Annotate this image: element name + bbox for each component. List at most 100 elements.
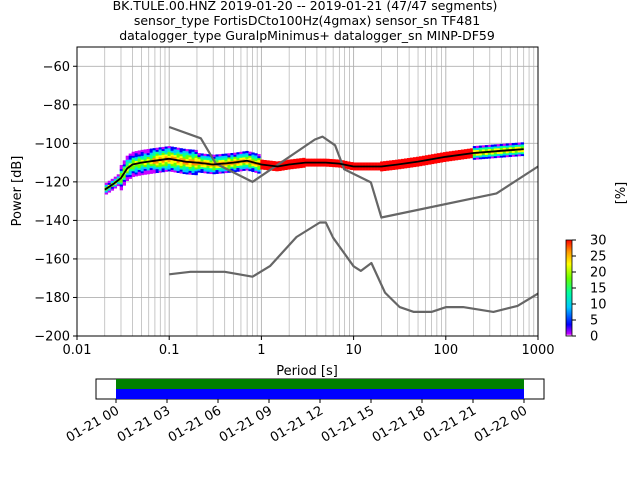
density-cell — [266, 166, 270, 169]
density-cell — [122, 175, 127, 178]
density-cell — [302, 159, 306, 162]
density-cell — [140, 165, 144, 168]
density-cell — [215, 154, 219, 157]
x-tick-label: 1 — [257, 343, 265, 358]
density-cell — [254, 168, 258, 171]
density-cell — [173, 170, 177, 173]
density-cell — [236, 161, 240, 165]
density-cell — [131, 153, 135, 156]
density-cell — [188, 157, 192, 160]
density-cell — [143, 157, 147, 160]
density-cell — [227, 160, 231, 164]
density-cell — [257, 171, 261, 174]
colorbar-label: [%] — [614, 182, 629, 205]
ppsd-plot: 0.01 0.1 1 10 100 1000 −200 −180 −160 −140 −120 −1… — [10, 46, 555, 379]
density-cell — [236, 169, 240, 172]
density-cell — [424, 157, 429, 160]
density-cell — [185, 154, 189, 158]
density-cell — [182, 162, 186, 165]
density-cell — [251, 154, 255, 157]
density-cell — [245, 166, 249, 169]
colorbar-tick-label: 10 — [590, 298, 607, 313]
density-cell — [194, 155, 198, 158]
density-cell — [284, 162, 288, 165]
density-cell — [164, 148, 168, 151]
density-cell — [155, 161, 159, 164]
density-cell — [484, 152, 489, 155]
density-cell — [505, 147, 510, 150]
density-cell — [332, 161, 336, 164]
density-cell — [197, 158, 201, 162]
density-cell — [448, 151, 453, 154]
density-cell — [143, 153, 147, 156]
density-cell — [179, 157, 183, 161]
density-cell — [415, 164, 420, 167]
density-cell — [107, 182, 112, 185]
x-tick-label: 100 — [433, 343, 458, 358]
density-cell — [170, 152, 174, 155]
density-cell — [466, 150, 471, 153]
density-cell — [398, 161, 402, 164]
density-cell — [173, 168, 177, 171]
density-cell — [230, 152, 234, 156]
density-cell — [427, 154, 432, 157]
density-cell — [170, 150, 174, 153]
colorbar-gradient — [565, 239, 573, 337]
density-cell — [338, 161, 342, 164]
density-cell — [215, 160, 219, 163]
density-cell — [146, 168, 150, 171]
density-cell — [415, 158, 420, 161]
density-cell — [188, 164, 192, 167]
density-cell — [514, 146, 519, 149]
density-cell — [445, 151, 450, 154]
density-cell — [185, 156, 189, 160]
density-cell — [326, 164, 330, 167]
density-cell — [493, 152, 498, 155]
density-cell — [230, 162, 234, 165]
density-cell — [146, 164, 150, 167]
density-cell — [140, 171, 144, 174]
density-cell — [212, 170, 216, 173]
density-cell — [359, 162, 363, 165]
density-cell — [152, 153, 156, 157]
density-cell — [251, 169, 255, 173]
density-cell — [359, 168, 363, 171]
density-cell — [508, 154, 513, 157]
density-cell — [164, 163, 168, 167]
density-cell — [296, 166, 300, 169]
density-cell — [188, 162, 192, 166]
density-cell — [356, 168, 360, 171]
density-cell — [326, 160, 330, 163]
density-cell — [206, 157, 210, 161]
availability-bar — [116, 379, 524, 389]
density-cell — [125, 161, 129, 164]
density-cell — [173, 156, 177, 159]
density-cell — [239, 151, 243, 154]
density-cell — [200, 153, 204, 156]
density-cell — [194, 167, 198, 170]
density-cell — [281, 168, 285, 171]
density-cell — [176, 157, 180, 160]
density-cell — [218, 159, 222, 163]
plot-frame — [76, 46, 539, 337]
density-cell — [278, 168, 282, 172]
density-cell — [242, 159, 246, 162]
density-cell — [481, 153, 486, 156]
density-cell — [520, 150, 525, 153]
density-cell — [302, 165, 306, 168]
density-cell — [520, 142, 525, 145]
density-cell — [224, 163, 228, 166]
density-cell — [158, 147, 162, 150]
density-cell — [293, 160, 297, 164]
density-cell — [478, 157, 483, 160]
density-cell — [475, 145, 480, 148]
density-cell — [116, 181, 121, 185]
density-cell — [311, 164, 315, 167]
density-cell — [185, 149, 189, 152]
density-cell — [173, 154, 177, 158]
density-cell — [173, 166, 177, 169]
density-cell — [478, 149, 483, 152]
density-cell — [368, 166, 372, 169]
